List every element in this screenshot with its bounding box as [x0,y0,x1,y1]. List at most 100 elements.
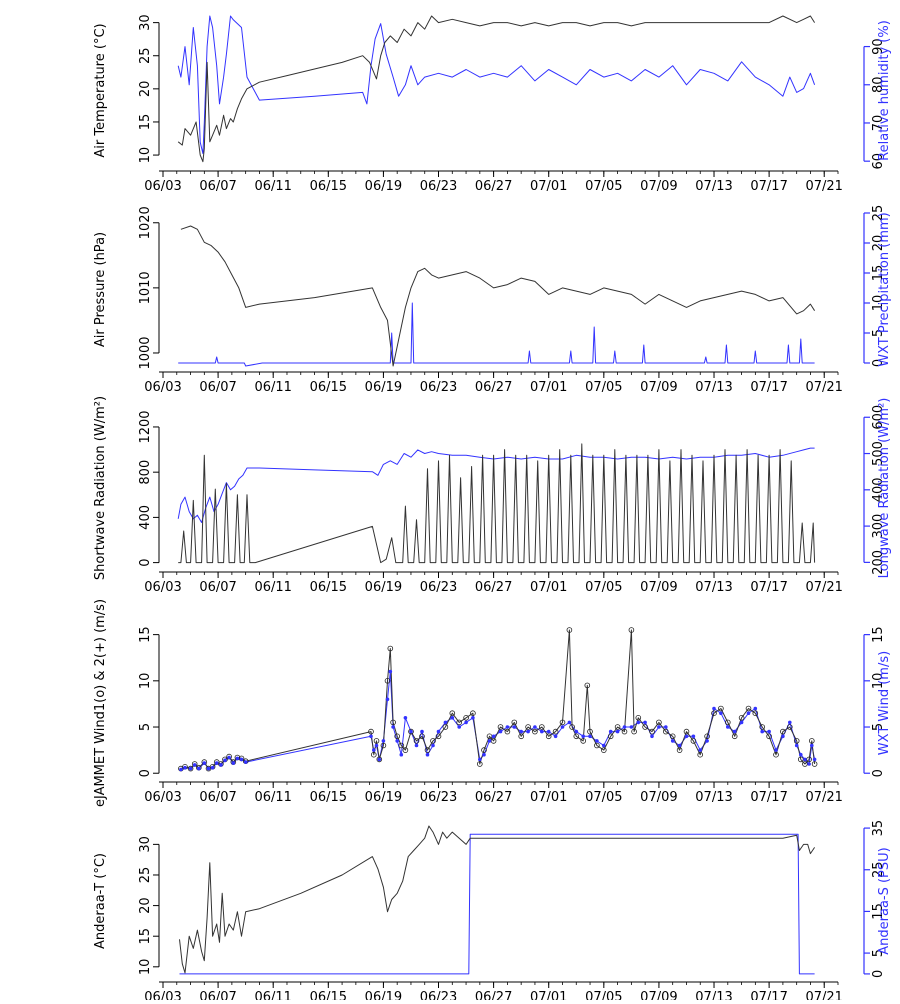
right-tick-label: 15 [871,903,886,920]
wxt-wind-marker [677,743,682,748]
x-tick-label: 07/09 [640,380,677,395]
wxt-wind-marker [239,757,244,762]
right-tick-label: 10 [871,673,886,690]
x-tick-label: 06/03 [144,790,181,805]
wind1-marker [808,738,815,744]
wind1-marker [481,747,487,753]
right-tick-label: 600 [871,405,886,430]
wxt-wind-marker [425,752,430,757]
wind1-marker [463,714,469,721]
left-tick-label: 30 [138,14,153,31]
wxt-wind-marker [812,757,817,762]
x-tick-label: 06/07 [199,179,236,194]
wxt-wind-marker [810,743,814,748]
x-tick-label: 06/15 [310,990,347,1000]
wxt-wind-marker [188,766,193,771]
panel-wind: 06/03 06/07 06/11 06/15 06/19 06/23 06/27 07/01… [93,599,892,807]
wxt-wind-marker [420,729,424,734]
right-tick-label: 400 [871,477,886,502]
wind1-marker [635,714,642,721]
x-tick-label: 07/21 [805,580,842,595]
right-tick-label: 500 [871,441,886,466]
x-tick-label: 06/11 [254,990,291,1000]
x-tick-label: 07/01 [530,990,567,1000]
wxt-wind-marker [581,734,585,739]
wxt-wind-marker [684,734,689,739]
left-tick-label: 20 [138,897,153,914]
wxt-wind-marker [385,697,390,702]
x-tick-label: 06/23 [420,380,457,395]
series-left-radiation [178,443,816,564]
series-left-anderaa [179,825,816,974]
wind1-marker [793,738,800,744]
wxt-wind-marker [414,743,419,748]
x-tick-label: 06/15 [310,380,347,395]
wind1-marker [449,710,456,716]
wxt-wind-marker [436,729,441,734]
x-tick-label: 07/09 [640,990,677,1000]
x-tick-label: 07/09 [640,179,677,194]
wxt-wind-marker [243,760,248,764]
wind1-marker [621,728,628,735]
wxt-wind-marker [629,725,634,729]
x-tick-label: 06/19 [365,580,402,595]
wind1-marker [780,728,786,735]
wxt-wind-marker [498,729,503,734]
panel-temp-rh: 06/03 06/07 06/11 06/15 06/19 06/23 06/27 07/01… [93,14,892,194]
wind1-marker [390,719,396,726]
wind1-marker [649,728,655,735]
x-tick-label: 06/11 [254,380,291,395]
wxt-wind-marker [657,725,661,729]
wind1-marker [642,724,648,730]
wxt-wind-marker [395,739,400,743]
x-tick-label: 07/13 [695,179,732,194]
left-tick-label: 20 [138,81,153,98]
wxt-wind-marker [471,716,475,720]
left-tick-label: 15 [138,114,153,131]
x-tick-label: 07/01 [530,380,567,395]
x-tick-label: 06/11 [254,179,291,194]
right-tick-label: 0 [871,970,886,978]
wxt-wind-marker [505,725,510,729]
x-tick-label: 06/03 [144,380,181,395]
left-tick-label: 15 [138,928,153,945]
wxt-wind-marker [403,716,408,720]
wxt-wind-marker [803,757,807,762]
wxt-wind-marker [760,729,764,734]
wind1-marker [552,728,559,735]
x-tick-label: 07/21 [805,790,842,805]
left-tick-label: 10 [138,673,153,690]
left-axis-label: Shortwave Radiation (W/m²) [93,396,108,580]
wxt-wind-marker [753,706,758,711]
wind1-marker [669,733,676,740]
x-tick-label: 06/23 [420,990,457,1000]
wind1-marker [573,733,580,740]
x-tick-label: 06/27 [475,990,512,1000]
wxt-wind-marker [574,729,579,734]
x-tick-label: 06/15 [310,790,347,805]
x-tick-label: 07/05 [585,790,622,805]
x-tick-label: 06/07 [199,380,236,395]
right-tick-label: 15 [871,626,886,643]
series-left-wind [180,629,816,770]
left-tick-label: 1000 [138,336,153,369]
wind1-marker [731,733,738,740]
wind1-marker [497,724,504,730]
left-tick-label: 0 [138,769,153,777]
right-tick-label: 15 [871,265,886,282]
wind1-marker [376,756,383,763]
wind1-marker [724,719,731,726]
wind1-marker [442,724,449,730]
wind1-marker [518,733,524,740]
wxt-wind-marker [732,729,737,734]
wind1-marker [773,751,779,758]
wind1-marker [752,710,759,716]
wxt-wind-marker [464,720,468,725]
x-tick-label: 06/27 [475,179,512,194]
x-tick-label: 07/17 [750,790,787,805]
wind1-marker [370,751,377,758]
right-tick-label: 300 [871,514,886,539]
wxt-wind-marker [719,711,723,715]
wxt-wind-marker [526,729,530,734]
